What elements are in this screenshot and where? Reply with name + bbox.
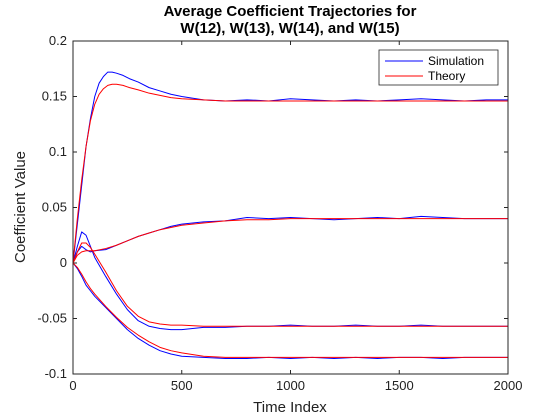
y-tick-label: 0.05 xyxy=(42,200,67,215)
y-tick-label: 0.2 xyxy=(49,33,67,48)
chart-title-line-1: Average Coefficient Trajectories for xyxy=(164,3,417,20)
theory-curve-3 xyxy=(73,242,508,327)
x-tick-label: 500 xyxy=(171,378,193,393)
y-axis-ticks: -0.1 -0.05 0 0.05 0.1 0.15 0.2 xyxy=(37,33,508,381)
x-axis-label: Time Index xyxy=(253,399,327,416)
legend-box xyxy=(378,49,499,86)
theory-curve-1 xyxy=(73,83,508,264)
y-axis-label: Coefficient Value xyxy=(12,151,29,263)
legend: Simulation Theory xyxy=(378,49,499,86)
y-tick-label: 0 xyxy=(60,255,67,270)
x-axis-ticks: 0 500 1000 1500 2000 xyxy=(69,41,522,393)
series-layer xyxy=(73,71,508,359)
x-tick-label: 1000 xyxy=(276,378,305,393)
y-tick-label: -0.05 xyxy=(37,311,67,326)
y-tick-label: 0.15 xyxy=(42,89,67,104)
chart-title-line-2: W(12), W(13), W(14), and W(15) xyxy=(180,20,399,37)
x-tick-label: 1500 xyxy=(385,378,414,393)
simulation-curve-1 xyxy=(73,71,508,264)
x-tick-label: 2000 xyxy=(494,378,523,393)
plot-area xyxy=(73,41,508,374)
theory-curve-2 xyxy=(73,218,508,264)
legend-label-simulation: Simulation xyxy=(428,54,484,68)
x-tick-label: 0 xyxy=(69,378,76,393)
plot-frame xyxy=(72,40,509,375)
theory-curve-4 xyxy=(73,262,508,358)
legend-label-theory: Theory xyxy=(428,69,465,83)
y-tick-label: -0.1 xyxy=(45,366,67,381)
y-tick-label: 0.1 xyxy=(49,144,67,159)
